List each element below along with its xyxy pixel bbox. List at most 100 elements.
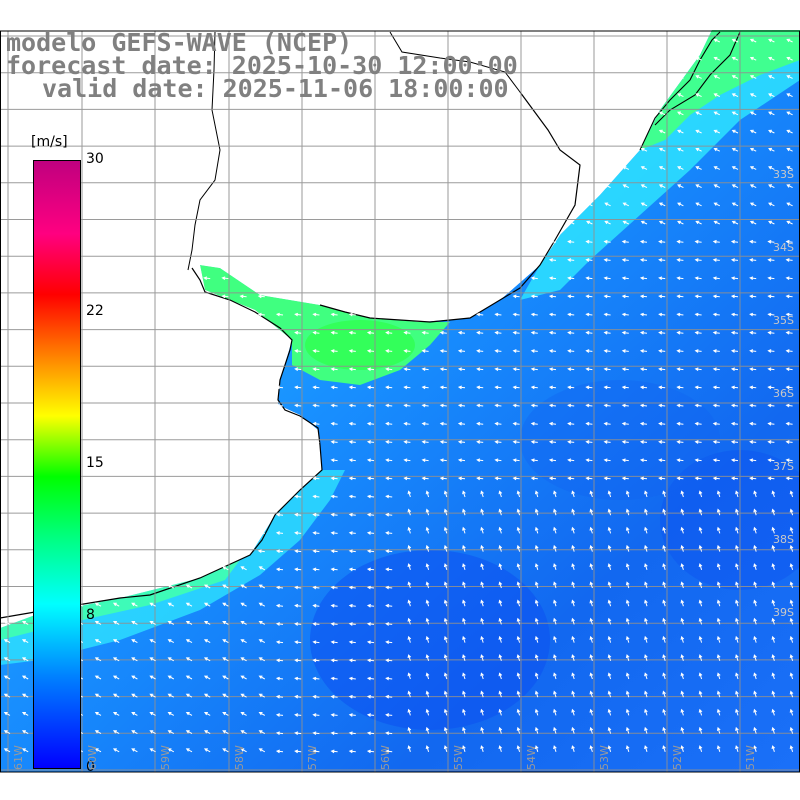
coastline-uruguay [319,91,581,323]
wind-arrow [753,617,757,625]
wind-arrow [312,403,320,408]
wind-arrow [112,657,120,662]
wind-arrow [548,258,557,262]
wind-arrow [639,458,648,463]
wind-arrow [571,745,575,752]
wind-arrow [425,508,430,516]
wind-arrow [571,563,575,570]
wind-arrow [786,202,793,207]
wind-arrow [786,129,793,134]
wind-arrow [294,549,302,554]
wind-arrow [621,276,629,281]
wind-arrow [567,258,575,262]
wind-arrow [462,745,466,752]
wind-arrow [530,403,538,408]
wind-arrow [621,367,629,372]
wind-arrow [403,367,411,372]
wind-arrow [695,93,702,98]
wind-arrow [534,508,539,516]
wind-arrow [589,581,594,589]
wind-arrow [462,508,466,516]
wind-arrow [625,526,630,534]
wind-arrow [167,675,175,680]
wind-arrow [149,730,156,735]
wind-arrow [131,621,138,625]
wind-arrow [749,75,757,79]
wind-arrow [553,654,557,661]
wind-arrow [789,654,794,661]
wind-arrow [662,690,666,698]
wind-arrow [516,745,521,752]
wind-arrow [625,654,630,661]
wind-arrow [366,567,375,572]
wind-arrow [439,476,447,481]
wind-arrow [553,617,557,625]
wind-arrow [221,294,229,299]
wind-arrow [439,421,447,426]
wind-arrow [644,599,648,607]
wind-arrow [240,693,247,698]
wind-arrow [425,581,430,589]
wind-arrow [735,526,739,534]
wind-arrow [480,508,484,516]
wind-arrow [786,111,793,116]
wind-arrow [203,639,211,644]
wind-arrow [567,330,575,335]
wind-arrow [785,458,793,463]
wind-arrow [312,694,320,699]
wind-arrow [530,349,538,353]
wind-arrow [768,147,775,152]
wind-arrow [694,239,702,244]
wind-arrow [240,639,247,644]
wind-arrow [312,731,320,736]
wind-arrow [749,458,757,463]
lon-label-61w: 61W [12,745,25,770]
wind-arrow [185,621,193,625]
wind-arrow [567,458,575,463]
wind-arrow [698,654,703,661]
wind-arrow [330,549,338,554]
wind-arrow [712,458,720,463]
wind-arrow [589,745,594,752]
wind-arrow [567,440,575,444]
wind-arrow [3,730,11,735]
wind-arrow [571,526,575,534]
wind-arrow [480,690,484,698]
wind-arrow [730,239,739,244]
wind-arrow [203,621,211,625]
lon-label-60w: 60W [86,745,99,770]
wind-arrow [348,585,356,590]
wind-arrow [571,708,575,716]
wind-arrow [476,476,484,481]
wind-arrow [662,508,666,516]
wind-arrow [330,403,338,408]
wind-arrow [366,640,375,645]
wind-arrow [767,403,775,408]
wind-arrow [275,694,284,699]
wind-arrow [676,312,684,317]
wind-arrow [771,726,776,734]
lat-label-33s: 33S [773,168,794,181]
wind-arrow [767,239,775,244]
wind-arrow [698,490,703,498]
wind-arrow [330,494,338,499]
border-river [187,31,221,271]
wind-arrow [476,421,484,426]
wind-arrow [771,690,776,698]
wind-arrow [785,385,793,390]
wind-arrow [567,421,575,426]
wind-arrow [749,312,757,317]
wind-arrow [585,403,593,408]
wind-arrow [771,635,776,643]
wind-arrow [240,566,247,571]
wind-arrow [768,38,775,43]
wind-arrow [625,599,630,607]
wind-arrow [275,713,284,717]
wind-arrow [534,544,539,552]
wind-arrow [768,93,775,98]
wind-arrow [425,672,430,680]
wind-arrow [585,421,593,426]
wind-arrow [658,147,666,152]
wind-arrow [439,330,447,335]
wind-arrow [712,349,720,353]
